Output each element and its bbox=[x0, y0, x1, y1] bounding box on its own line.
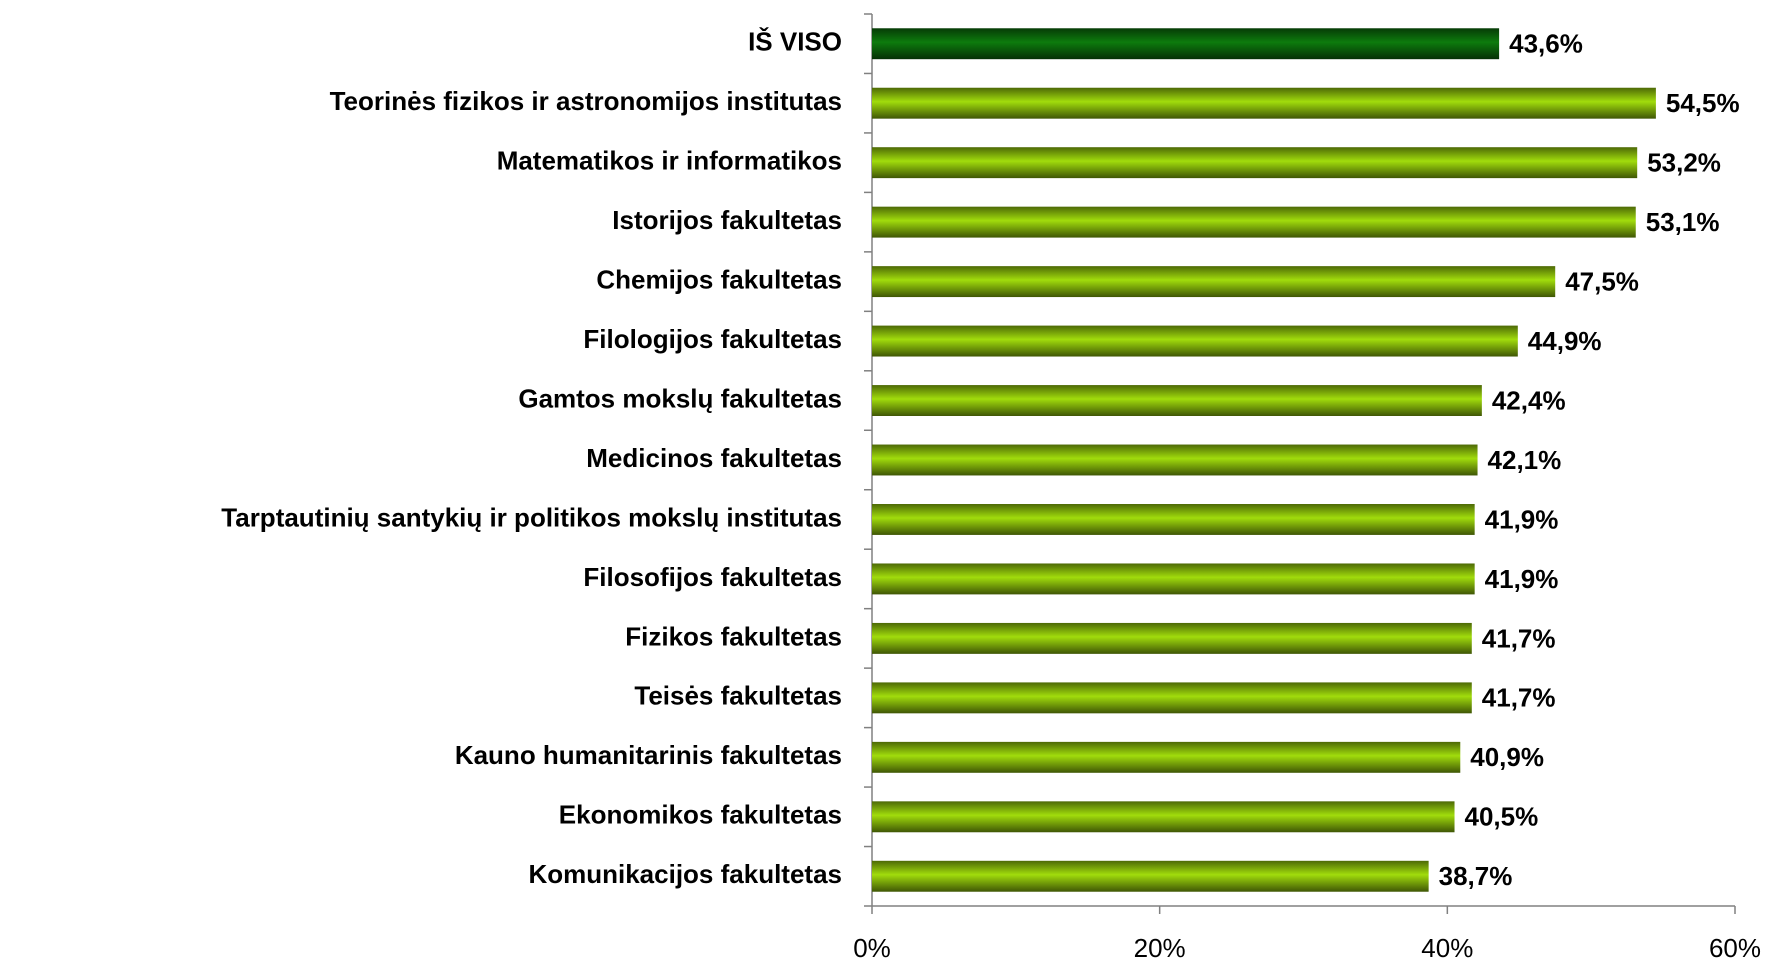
bar bbox=[872, 741, 1461, 773]
y-tick-label: Komunikacijos fakultetas bbox=[528, 859, 842, 889]
value-label: 47,5% bbox=[1565, 266, 1639, 296]
y-tick-label: Teorinės fizikos ir astronomijos institu… bbox=[330, 86, 842, 116]
bar bbox=[872, 563, 1475, 595]
value-label: 40,5% bbox=[1465, 802, 1539, 832]
y-tick-label: Filosofijos fakultetas bbox=[583, 562, 842, 592]
bar bbox=[872, 87, 1656, 119]
value-label: 43,6% bbox=[1509, 29, 1583, 59]
y-tick-label: Chemijos fakultetas bbox=[596, 264, 842, 294]
value-label: 41,9% bbox=[1485, 564, 1559, 594]
value-label: 42,1% bbox=[1488, 445, 1562, 475]
bar bbox=[872, 622, 1472, 654]
value-label: 54,5% bbox=[1666, 88, 1740, 118]
y-tick-label: Matematikos ir informatikos bbox=[497, 146, 842, 176]
value-label: 41,7% bbox=[1482, 683, 1556, 713]
bar bbox=[872, 147, 1638, 179]
y-tick-label: Tarptautinių santykių ir politikos moksl… bbox=[221, 502, 842, 532]
value-label: 38,7% bbox=[1439, 861, 1513, 891]
y-tick-label: Teisės fakultetas bbox=[634, 681, 842, 711]
x-tick-label: 0% bbox=[853, 933, 891, 962]
value-label: 44,9% bbox=[1528, 326, 1602, 356]
y-tick-label: Istorijos fakultetas bbox=[612, 205, 842, 235]
bar bbox=[872, 206, 1636, 238]
value-label: 40,9% bbox=[1470, 742, 1544, 772]
y-tick-label: Fizikos fakultetas bbox=[625, 621, 842, 651]
value-label: 53,1% bbox=[1646, 207, 1720, 237]
x-tick-label: 60% bbox=[1709, 933, 1761, 962]
bar bbox=[872, 385, 1482, 416]
bar bbox=[872, 28, 1500, 60]
bar bbox=[872, 266, 1556, 298]
value-label: 41,9% bbox=[1485, 504, 1559, 534]
x-tick-label: 20% bbox=[1134, 933, 1186, 962]
y-tick-label: Medicinos fakultetas bbox=[586, 443, 842, 473]
y-tick-label: Filologijos fakultetas bbox=[583, 324, 842, 354]
y-tick-label: IŠ VISO bbox=[748, 27, 842, 57]
value-label: 42,4% bbox=[1492, 385, 1566, 415]
bar bbox=[872, 801, 1455, 833]
bar bbox=[872, 682, 1472, 714]
bar bbox=[872, 444, 1478, 476]
bar bbox=[872, 860, 1429, 892]
value-label: 53,2% bbox=[1647, 148, 1721, 178]
bar bbox=[872, 325, 1518, 357]
y-tick-label: Kauno humanitarinis fakultetas bbox=[455, 740, 842, 770]
x-tick-label: 40% bbox=[1421, 933, 1473, 962]
bar bbox=[872, 504, 1475, 535]
value-label: 41,7% bbox=[1482, 623, 1556, 653]
y-tick-label: Ekonomikos fakultetas bbox=[559, 800, 842, 830]
y-tick-label: Gamtos mokslų fakultetas bbox=[518, 383, 842, 413]
